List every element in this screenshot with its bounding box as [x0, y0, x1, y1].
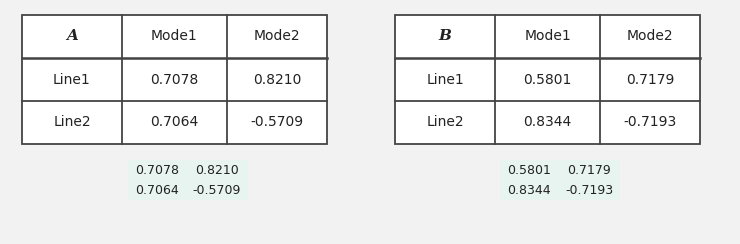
Text: Line2: Line2: [53, 115, 91, 130]
Text: Mode1: Mode1: [524, 30, 571, 43]
Text: Line2: Line2: [426, 115, 464, 130]
Text: 0.7064: 0.7064: [135, 183, 179, 196]
Text: -0.5709: -0.5709: [193, 183, 241, 196]
Text: Mode1: Mode1: [151, 30, 198, 43]
Text: 0.5801: 0.5801: [523, 72, 572, 87]
Text: Line1: Line1: [53, 72, 91, 87]
Text: 0.7078: 0.7078: [135, 163, 179, 176]
Text: 0.8210: 0.8210: [195, 163, 239, 176]
Text: 0.8344: 0.8344: [507, 183, 551, 196]
Bar: [500, 180, 620, 200]
Text: 0.7179: 0.7179: [626, 72, 674, 87]
Text: Line1: Line1: [426, 72, 464, 87]
Bar: [128, 180, 248, 200]
Text: 0.7064: 0.7064: [150, 115, 198, 130]
Text: B: B: [439, 30, 451, 43]
Bar: [395, 15, 700, 144]
Text: -0.7193: -0.7193: [565, 183, 613, 196]
Bar: [22, 15, 327, 144]
Text: 0.7179: 0.7179: [567, 163, 611, 176]
Text: -0.7193: -0.7193: [623, 115, 676, 130]
Text: Mode2: Mode2: [627, 30, 673, 43]
Text: 0.8210: 0.8210: [253, 72, 301, 87]
Text: 0.7078: 0.7078: [150, 72, 198, 87]
Text: A: A: [66, 30, 78, 43]
Text: Mode2: Mode2: [254, 30, 300, 43]
Bar: [500, 160, 620, 180]
Text: -0.5709: -0.5709: [250, 115, 303, 130]
Bar: [128, 160, 248, 180]
Text: 0.5801: 0.5801: [507, 163, 551, 176]
Text: 0.8344: 0.8344: [523, 115, 571, 130]
